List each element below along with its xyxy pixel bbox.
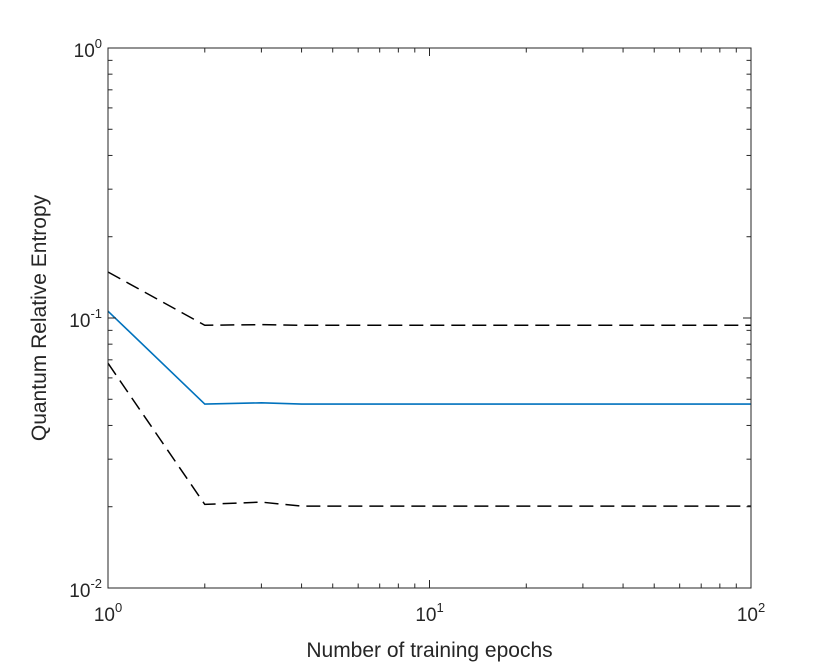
major-ticks bbox=[107, 47, 752, 589]
series-line-2 bbox=[107, 310, 751, 405]
x-tick-label: 100 bbox=[94, 600, 122, 626]
series-layer bbox=[107, 271, 751, 507]
y-tick-label: 100 bbox=[74, 36, 102, 62]
plot-frame bbox=[107, 47, 752, 589]
x-tick-label: 102 bbox=[737, 600, 765, 626]
minor-ticks bbox=[108, 48, 751, 588]
tick-labels: 100 101 102 10-2 10-1 100 bbox=[69, 36, 765, 626]
y-tick-label: 10-1 bbox=[69, 306, 102, 332]
y-axis-label: Quantum Relative Entropy bbox=[28, 194, 51, 441]
x-axis-label: Number of training epochs bbox=[306, 639, 552, 662]
y-tick-label: 10-2 bbox=[69, 576, 102, 602]
series-line-3 bbox=[107, 362, 751, 507]
x-tick-label: 101 bbox=[415, 600, 443, 626]
series-line-1 bbox=[107, 271, 751, 327]
